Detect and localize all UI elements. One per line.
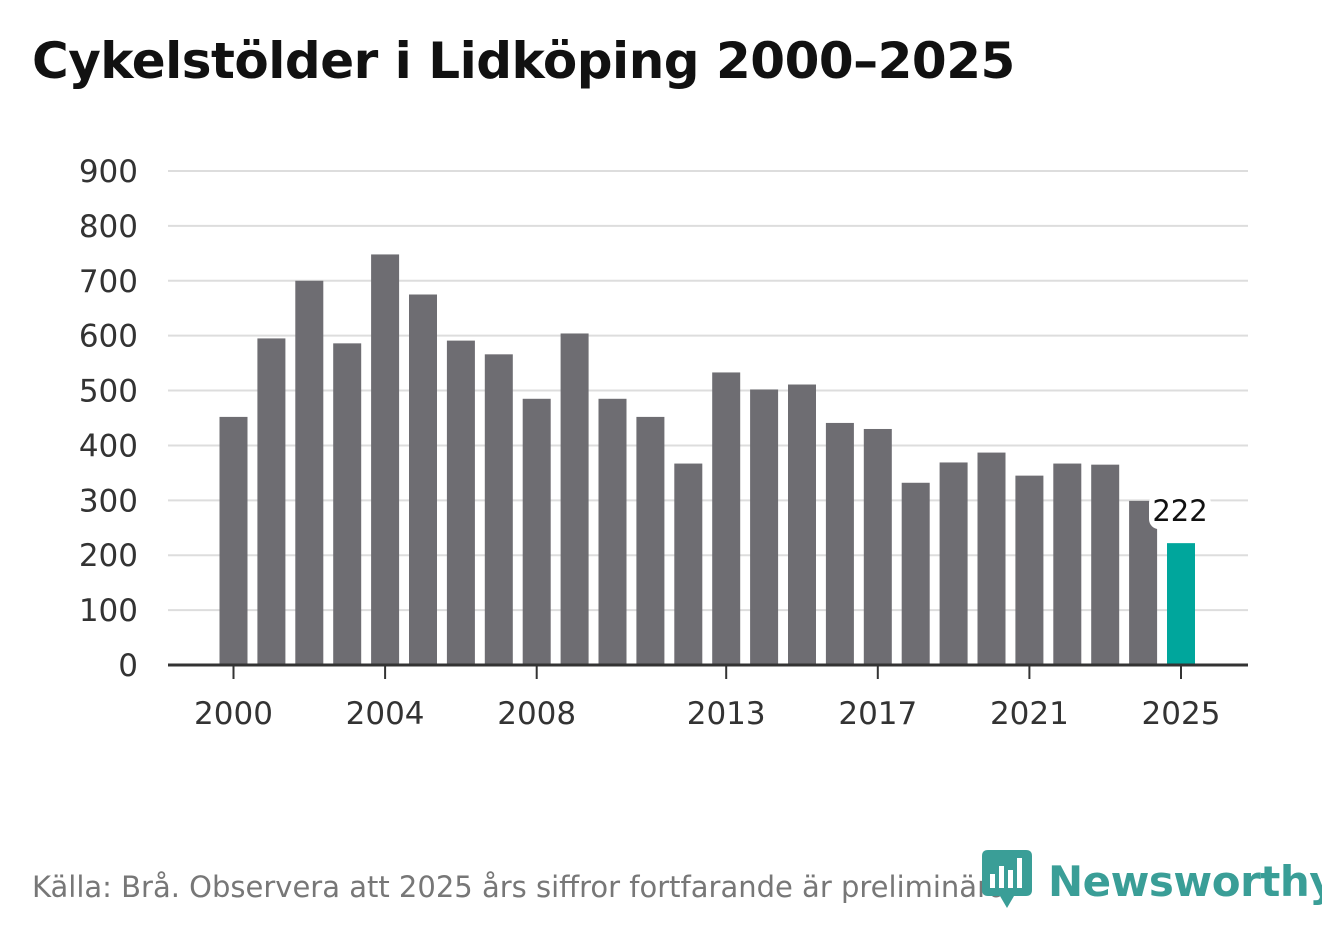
newsworthy-bar-chart-icon — [982, 850, 1032, 908]
y-tick-label: 700 — [79, 264, 138, 300]
annotation-background — [1149, 493, 1211, 530]
source-note: Källa: Brå. Observera att 2025 års siffr… — [32, 870, 1016, 904]
y-tick-label: 600 — [79, 319, 138, 355]
bar-2003 — [333, 343, 362, 665]
bar-2024 — [1129, 500, 1158, 665]
bar-2020 — [977, 452, 1006, 665]
bar-2013 — [712, 372, 741, 665]
bar-2004 — [371, 254, 400, 666]
bar-2016 — [825, 422, 854, 665]
bar-2021 — [1015, 475, 1044, 665]
y-tick-label: 800 — [79, 209, 138, 245]
x-tick-label: 2000 — [194, 696, 273, 732]
x-tick-label: 2025 — [1142, 696, 1221, 732]
y-tick-label: 100 — [79, 593, 138, 629]
bar-2014 — [750, 389, 779, 665]
bar-2008 — [522, 398, 551, 665]
bar-2009 — [560, 333, 589, 665]
x-tick-label: 2013 — [687, 696, 766, 732]
bar-chart: 0 100 200 300 400 500 600 700 800 900 2000 2004 2008… — [79, 154, 1248, 732]
bar-2002 — [295, 280, 324, 665]
x-tick-label: 2004 — [346, 696, 425, 732]
y-tick-label: 900 — [79, 154, 138, 190]
bar-2011 — [636, 416, 665, 665]
bar-2012 — [674, 463, 703, 665]
bar-2017 — [863, 428, 892, 665]
bar-2022 — [1053, 463, 1082, 665]
annotation-label: 222 — [1152, 494, 1207, 528]
bar-2019 — [939, 462, 968, 665]
bar-2001 — [257, 338, 286, 665]
y-tick-label: 200 — [79, 538, 138, 574]
bar-2023 — [1091, 464, 1120, 665]
x-tick-label: 2021 — [990, 696, 1069, 732]
bar-2018 — [901, 482, 930, 665]
logo-text: Newsworthy — [1048, 856, 1322, 906]
y-tick-label: 400 — [79, 428, 138, 464]
bar-2010 — [598, 398, 627, 665]
y-tick-label: 0 — [118, 648, 138, 684]
bar-2015 — [788, 384, 816, 665]
bar-2006 — [446, 340, 475, 665]
y-tick-label: 500 — [79, 374, 138, 410]
chart-title: Cykelstölder i Lidköping 2000–2025 — [32, 32, 1015, 90]
bar-2025 — [1167, 543, 1195, 665]
bar-2007 — [484, 354, 513, 665]
bar-2005 — [409, 294, 437, 665]
x-tick-label: 2017 — [838, 696, 917, 732]
newsworthy-logo: Newsworthy — [982, 850, 1322, 912]
y-tick-label: 300 — [79, 483, 138, 519]
x-tick-label: 2008 — [497, 696, 576, 732]
bar-2000 — [219, 416, 248, 665]
